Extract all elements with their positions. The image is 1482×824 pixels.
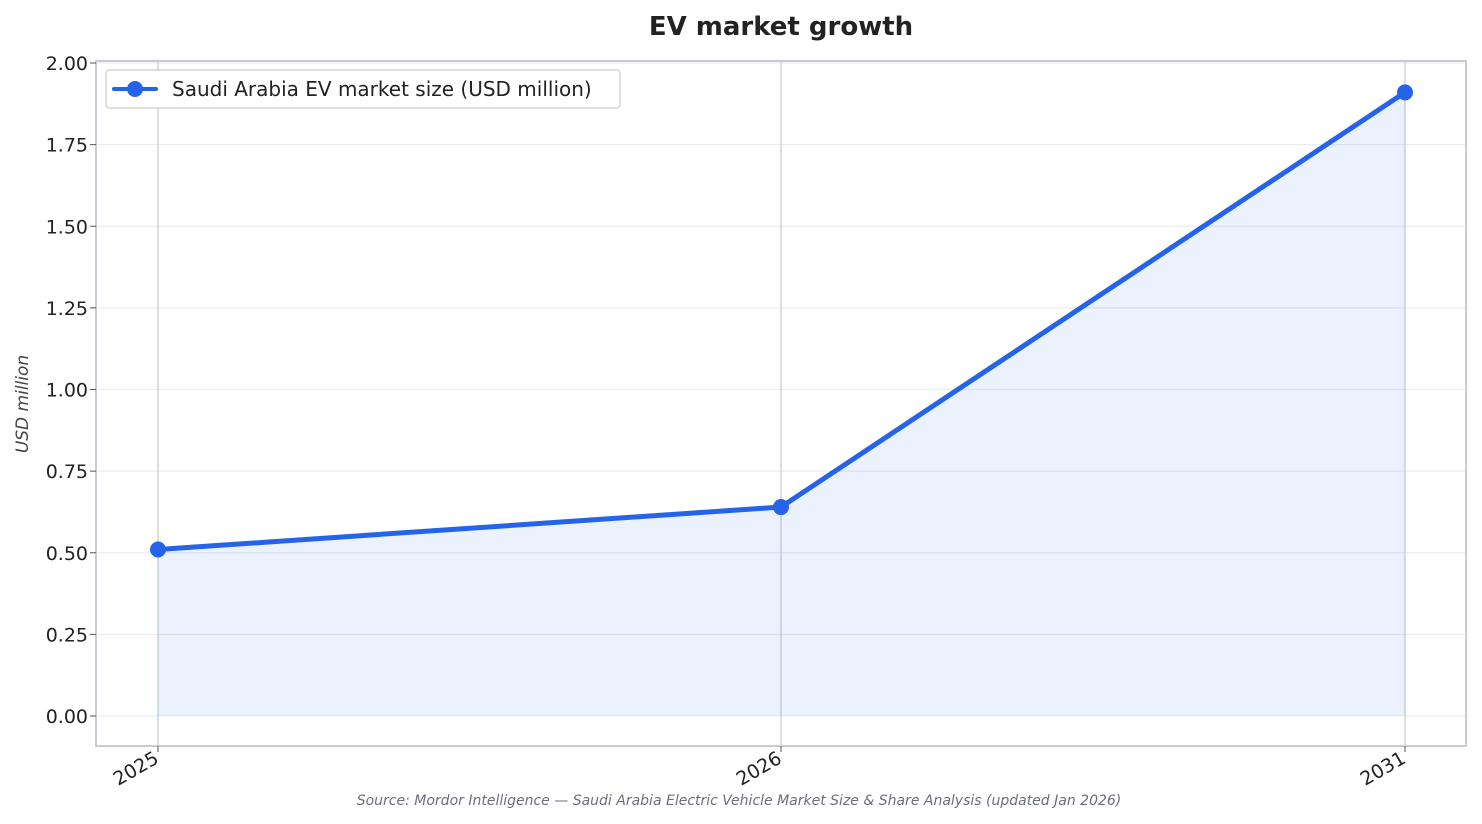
series-area-fill — [158, 92, 1405, 716]
y-axis: 0.00 0.25 0.50 0.75 1.00 1.25 1.50 1.75 2.00 — [46, 53, 96, 728]
source-note: Source: Mordor Intelligence — Saudi Arab… — [357, 793, 1122, 809]
y-tick-label: 0.00 — [46, 706, 88, 728]
chart-title: EV market growth — [649, 12, 913, 42]
y-tick-label: 1.50 — [46, 216, 88, 238]
y-tick-label: 1.25 — [46, 298, 88, 320]
y-tick-label: 0.25 — [46, 624, 88, 646]
legend: Saudi Arabia EV market size (USD million… — [105, 69, 621, 109]
area-layer — [158, 92, 1405, 716]
y-tick-label: 0.75 — [46, 461, 88, 483]
data-point — [150, 541, 166, 558]
legend-box — [105, 69, 621, 109]
x-tick-label: 2031 — [1357, 747, 1410, 790]
x-tick-label: 2026 — [733, 747, 786, 790]
y-tick-label: 2.00 — [46, 53, 88, 75]
y-tick-label: 1.00 — [46, 380, 88, 402]
data-point — [1397, 84, 1413, 101]
y-tick-label: 0.50 — [46, 543, 88, 565]
data-point — [773, 499, 789, 516]
y-tick-label: 1.75 — [46, 135, 88, 157]
legend-label: Saudi Arabia EV market size (USD million… — [172, 77, 592, 101]
point-layer — [150, 84, 1413, 558]
y-axis-label: USD million — [13, 355, 33, 453]
x-tick-label: 2025 — [110, 747, 163, 790]
grid-layer — [96, 61, 1466, 746]
x-axis: 2025 2026 2031 — [110, 746, 1410, 791]
legend-marker-swatch — [127, 81, 143, 97]
